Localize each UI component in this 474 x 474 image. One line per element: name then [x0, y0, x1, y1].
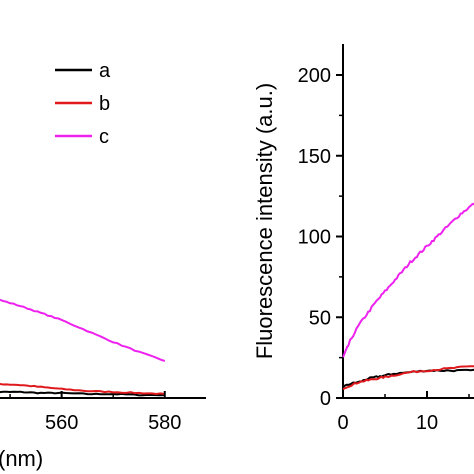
right-y-tick-label: 100	[298, 227, 331, 249]
left-panel: 560 580 (nm) abc	[0, 60, 206, 471]
right-y-tick-label: 200	[298, 65, 331, 87]
right-series-group	[342, 202, 474, 391]
right-y-tick-label: 0	[320, 388, 331, 410]
left-series-group	[0, 298, 166, 397]
right-series-1-line	[342, 365, 474, 391]
right-x-tick-label: 10	[416, 412, 438, 434]
left-x-tick-label: 580	[148, 412, 181, 434]
right-panel: 0 10 0 50 100 150 200 Fluorescence intensity …	[252, 44, 474, 434]
right-series-2-line	[342, 202, 474, 358]
legend: abc	[55, 60, 111, 148]
right-y-axis-label: Fluorescence intensity (a.u.)	[252, 83, 277, 359]
left-series-c-line	[0, 298, 166, 362]
right-series-0-line	[342, 368, 474, 388]
right-x-ticks: 0 10	[337, 391, 470, 434]
right-y-tick-label: 50	[309, 307, 331, 329]
left-x-ticks: 560 580	[9, 391, 181, 434]
legend-label-a: a	[99, 60, 111, 82]
left-series-b-line	[0, 383, 165, 396]
right-y-tick-label: 150	[298, 146, 331, 168]
right-x-tick-label: 0	[337, 412, 348, 434]
legend-label-c: c	[99, 126, 109, 148]
right-y-ticks: 0 50 100 150 200	[298, 65, 343, 410]
left-x-axis-label: (nm)	[0, 446, 43, 471]
legend-label-b: b	[99, 93, 110, 115]
left-x-tick-label: 560	[45, 412, 78, 434]
